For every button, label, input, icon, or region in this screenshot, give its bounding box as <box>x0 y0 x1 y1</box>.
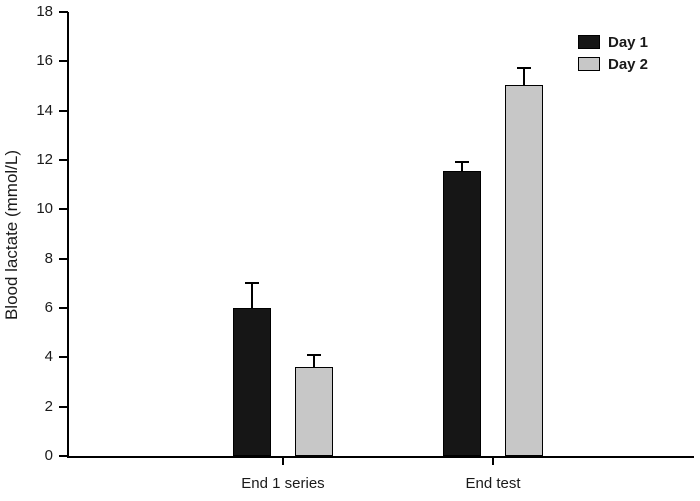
error-bar <box>461 162 463 176</box>
x-tick-mark <box>282 458 284 465</box>
y-tick-mark <box>59 11 68 13</box>
legend-label-day2: Day 2 <box>608 55 649 73</box>
y-tick-label: 8 <box>44 249 53 267</box>
y-tick-label: 14 <box>36 101 53 119</box>
legend-item-day2: Day 2 <box>578 53 648 75</box>
error-bar <box>251 283 253 312</box>
bar-day2-end-1-series <box>295 367 333 456</box>
y-tick-mark <box>59 455 68 457</box>
y-tick-label: 16 <box>36 52 53 70</box>
legend-item-day1: Day 1 <box>578 31 648 53</box>
y-tick-mark <box>59 356 68 359</box>
bar-day1-end-test <box>443 171 481 456</box>
y-tick-label: 2 <box>44 397 53 415</box>
y-tick-label: 12 <box>36 151 53 168</box>
x-axis-line <box>67 456 694 458</box>
y-tick-mark <box>59 257 68 260</box>
y-tick-mark <box>59 60 68 63</box>
error-bar-cap <box>245 282 259 285</box>
y-tick-label: 4 <box>44 348 53 366</box>
x-tick-mark <box>492 458 494 465</box>
day2-color-swatch <box>578 57 600 71</box>
error-bar <box>523 67 525 89</box>
y-tick-label: 0 <box>44 447 53 464</box>
error-bar-cap <box>307 353 321 356</box>
y-tick-mark <box>59 307 68 309</box>
bar-day2-end-test <box>505 84 543 456</box>
legend: Day 1 Day 2 <box>578 31 648 75</box>
error-bar <box>313 354 315 372</box>
error-bar-cap <box>455 161 469 164</box>
day1-color-swatch <box>578 35 600 49</box>
y-tick-mark <box>59 208 68 211</box>
y-tick-label: 18 <box>36 3 53 20</box>
y-tick-label: 6 <box>44 299 53 316</box>
y-tick-mark <box>59 109 68 112</box>
error-bar-cap <box>517 66 531 69</box>
x-tick-label: End 1 series <box>241 475 325 492</box>
y-tick-label: 10 <box>36 200 53 218</box>
y-tick-mark <box>59 405 68 408</box>
y-axis-title: Blood lactate (mmol/L) <box>2 149 21 321</box>
legend-label-day1: Day 1 <box>608 33 649 51</box>
bar-day1-end-1-series <box>233 308 271 456</box>
x-tick-label: End test <box>465 475 521 492</box>
y-tick-mark <box>59 159 68 161</box>
y-axis-line <box>67 12 69 458</box>
